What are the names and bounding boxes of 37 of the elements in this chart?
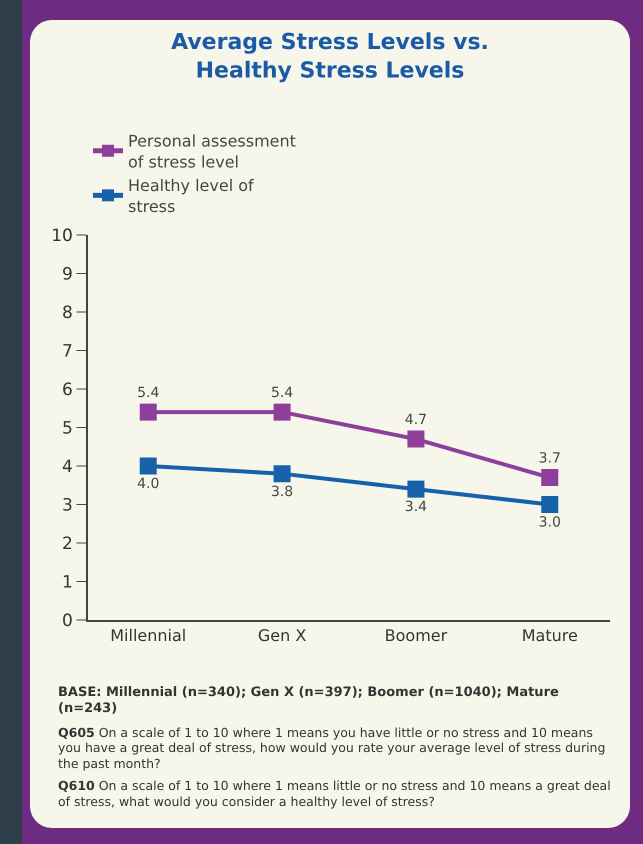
point xyxy=(541,469,558,486)
chart-title: Average Stress Levels vs. Healthy Stress Levels xyxy=(171,30,489,84)
legend-label: Personal assessment of stress level xyxy=(128,132,296,172)
y-tick-label: 5 xyxy=(62,418,73,438)
text: Q605 On a scale of 1 to 10 where 1 means you have little or no stress and 10 means you have a great deal of stress, how would you rate your average level of stress during the past month? xyxy=(58,724,606,772)
x-tick-label: Boomer xyxy=(384,626,448,645)
x-tick-label: Gen X xyxy=(258,626,306,645)
y-tick-label: 7 xyxy=(62,341,73,362)
data-label: 5.4 xyxy=(270,384,294,401)
y-tick-label: 1 xyxy=(62,572,73,592)
legend-label: Healthy level of stress xyxy=(128,176,254,216)
y-tick-label: 3 xyxy=(62,495,73,516)
data-label: 3.4 xyxy=(404,499,428,516)
point xyxy=(140,404,157,421)
y-tick-label: 4 xyxy=(62,456,73,477)
data-label: 5.4 xyxy=(137,384,160,401)
text: BASE: Millennial (n=340); Gen X (n=397); Boomer (n=1040); Mature (n=243) xyxy=(58,685,559,716)
data-label: 3.0 xyxy=(538,514,561,531)
text: Q610 On a scale of 1 to 10 where 1 means little or no stress and 10 means a great deal of stress, what would you consider a healthy level of stress? xyxy=(58,778,612,810)
y-tick-label: 10 xyxy=(51,226,73,246)
data-label: 4.0 xyxy=(137,476,160,492)
y-tick-label: 0 xyxy=(62,610,73,631)
y-tick-label: 6 xyxy=(62,380,73,400)
data-label: 3.8 xyxy=(270,484,294,500)
point xyxy=(274,465,291,482)
point xyxy=(274,404,291,421)
point xyxy=(407,480,424,498)
y-tick-label: 8 xyxy=(62,302,73,323)
y-tick-label: 2 xyxy=(62,534,73,554)
x-tick-label: Mature xyxy=(522,626,578,645)
data-label: 4.7 xyxy=(404,412,428,428)
point xyxy=(407,430,424,448)
x-tick-label: Millennial xyxy=(110,626,186,645)
y-tick-label: 9 xyxy=(62,264,73,284)
point xyxy=(541,496,558,513)
data-label: 3.7 xyxy=(538,450,561,466)
point xyxy=(140,458,157,474)
